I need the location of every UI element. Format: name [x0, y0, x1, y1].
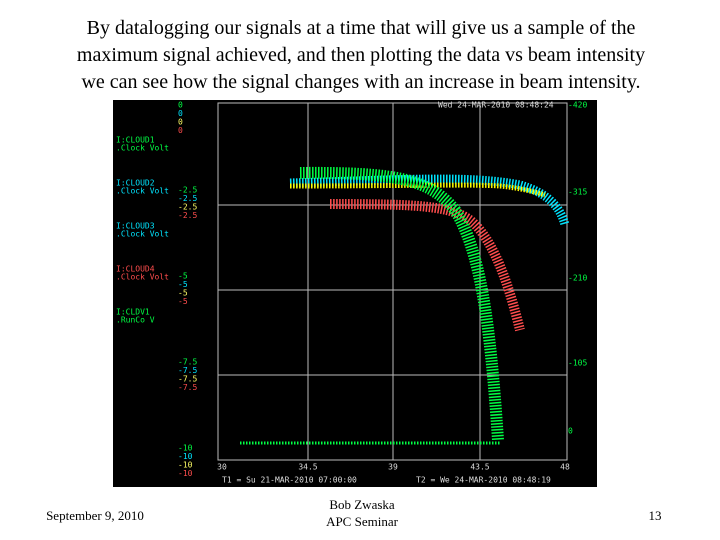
right-axis-label: -315	[568, 188, 587, 197]
footer: September 9, 2010 Bob Zwaska APC Seminar 13	[46, 497, 661, 529]
channel-id: I:CLDV1	[116, 308, 150, 317]
left-scale-label: -7.5	[178, 358, 197, 367]
channel-id: I:CLOUD3	[116, 222, 155, 231]
scatter-clouds	[240, 166, 570, 445]
timestamp: Wed 24-MAR-2010 08:48:24	[438, 101, 554, 110]
left-scale-label: -5	[178, 297, 188, 306]
bottom-axis-label: 43.5	[470, 463, 489, 472]
page-number: 13	[649, 508, 662, 523]
right-axis-label: -105	[568, 359, 587, 368]
plot-frame	[217, 102, 568, 461]
title-line: maximum signal achieved, and then plotti…	[77, 44, 645, 66]
channel-label: .Clock Volt	[116, 230, 169, 239]
footer-author: Bob Zwaska	[329, 497, 395, 512]
right-axis-label: -420	[568, 101, 587, 110]
left-scale-label: -7.5	[178, 375, 197, 384]
left-scale-label: -7.5	[178, 383, 197, 392]
left-scale-label: 0	[178, 126, 183, 135]
title-line: we can see how the signal changes with a…	[81, 71, 640, 93]
bottom-axis-label: 48	[560, 463, 570, 472]
bottom-axis-label: 30	[217, 463, 227, 472]
channel-id: I:CLOUD4	[116, 265, 155, 274]
right-axis-label: -210	[568, 274, 587, 283]
left-scale-label: 0	[178, 109, 183, 118]
left-scale-label: -5	[178, 289, 188, 298]
left-scale-label: -2.5	[178, 203, 197, 212]
left-scale-label: -10	[178, 444, 193, 453]
left-scale-label: -10	[178, 469, 193, 478]
t2-label: T2 = We 24-MAR-2010 08:48:19	[416, 476, 551, 485]
left-scale-label: 0	[178, 101, 183, 110]
footer-date: September 9, 2010	[46, 508, 144, 523]
left-scale-label: -2.5	[178, 194, 197, 203]
channel-id: I:CLOUD1	[116, 136, 155, 145]
bottom-axis-label: 34.5	[298, 463, 317, 472]
t1-label: T1 = Su 21-MAR-2010 07:00:00	[222, 476, 357, 485]
channel-label: .Clock Volt	[116, 273, 169, 282]
left-scale-label: 0	[178, 118, 183, 127]
left-scale-label: -10	[178, 461, 193, 470]
channel-label: .RunCo V	[116, 316, 155, 325]
left-scale-label: -10	[178, 452, 193, 461]
channel-label: .Clock Volt	[116, 144, 169, 153]
left-scale-label: -2.5	[178, 186, 197, 195]
left-scale-label: -2.5	[178, 211, 197, 220]
channel-id: I:CLOUD2	[116, 179, 155, 188]
title-line: By datalogging our signals at a time tha…	[87, 17, 636, 39]
bottom-axis-label: 39	[388, 463, 398, 472]
screenshot-panel	[113, 100, 597, 487]
footer-event: APC Seminar	[326, 514, 399, 529]
left-scale-label: -7.5	[178, 366, 197, 375]
right-axis-label: 0	[568, 427, 573, 436]
slide-title: By datalogging our signals at a time tha…	[77, 17, 645, 93]
left-scale-label: -5	[178, 272, 188, 281]
channel-label: .Clock Volt	[116, 187, 169, 196]
left-scale-label: -5	[178, 280, 188, 289]
screenshot-labels: Wed 24-MAR-2010 08:48:24I:CLOUD1.Clock V…	[116, 101, 587, 485]
